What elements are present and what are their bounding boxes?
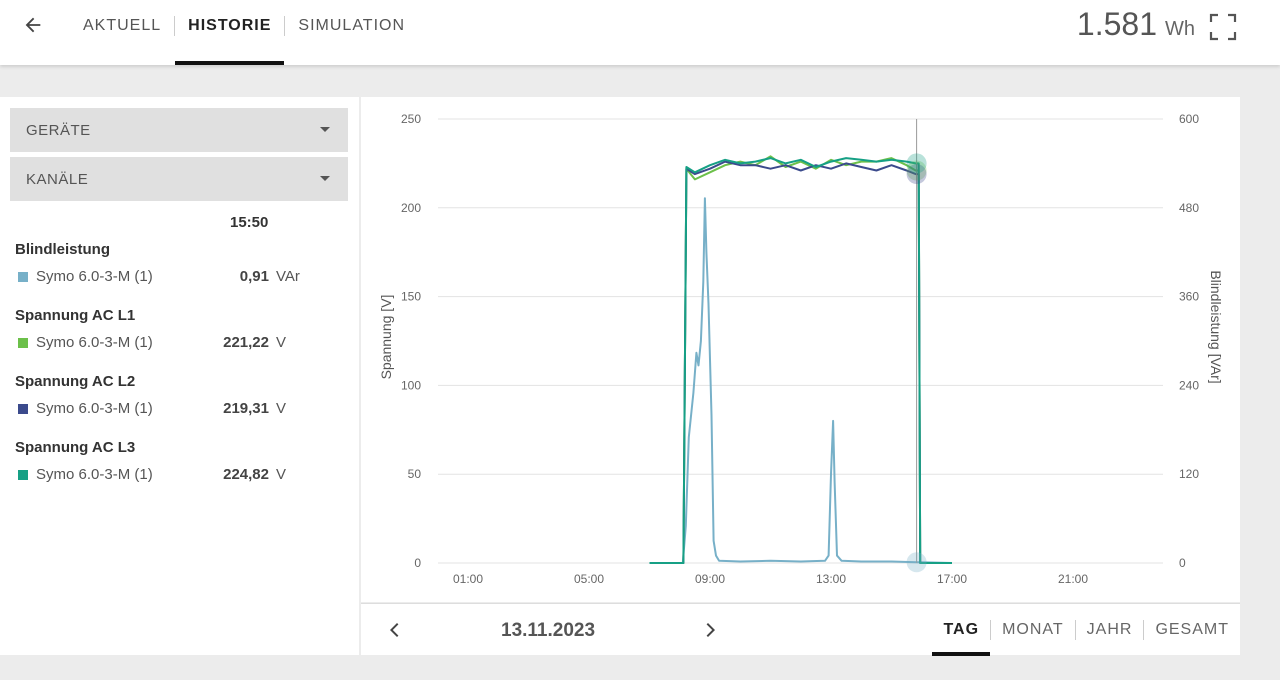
y2-tick-label: 120 [1179,467,1199,481]
channels-dropdown-label: KANÄLE [26,170,89,188]
legend-group-title: Spannung AC L3 [15,439,136,456]
x-tick-label: 17:00 [937,572,967,586]
legend-unit: V [276,466,287,483]
date-navigation-bar: 13.11.2023 TAG MONAT JAHR GESAMT [361,603,1240,656]
legend-item-l3: Symo 6.0-3-M (1) 224,82 V [18,465,338,485]
cursor-marker [906,552,927,573]
y-tick-label: 250 [401,112,421,126]
x-tick-label: 09:00 [695,572,725,586]
tab-tag[interactable]: TAG [932,604,990,656]
main-tabs: AKTUELL HISTORIE SIMULATION [70,0,418,65]
tab-jahr[interactable]: JAHR [1086,621,1133,638]
legend-value: 224,82 [223,466,269,483]
previous-date-button[interactable] [383,618,407,642]
chart-series [649,155,953,564]
y2-tick-label: 240 [1179,378,1199,392]
x-tick-label: 13:00 [816,572,846,586]
y-tick-label: 150 [401,290,421,304]
tab-divider [990,620,992,640]
tab-divider [1074,620,1076,640]
chart-cursor [906,119,927,573]
cursor-marker [906,164,927,185]
tab-divider [174,16,176,36]
tab-gesamt[interactable]: GESAMT [1155,621,1229,638]
legend-group-title: Spannung AC L2 [15,373,136,390]
devices-dropdown-label: GERÄTE [26,121,91,139]
y-axis-left-title: Spannung [V] [378,295,394,380]
arrow-left-icon [25,17,41,33]
legend-panel: GERÄTE KANÄLE 15:50 Blindleistung Symo 6… [0,97,359,655]
devices-dropdown[interactable]: GERÄTE [10,108,348,152]
legend-unit: VAr [276,268,300,285]
x-tick-label: 21:00 [1058,572,1088,586]
x-tick-label: 01:00 [453,572,483,586]
y-axis-right: 0 120 240 360 480 600 [1179,112,1199,570]
legend-item-blindleistung: Symo 6.0-3-M (1) 0,91 VAr [18,267,338,287]
tab-historie[interactable]: HISTORIE [175,0,285,65]
legend-time: 15:50 [230,214,269,231]
next-date-button[interactable] [698,618,722,642]
energy-unit: Wh [1165,18,1195,40]
legend-group-title: Spannung AC L1 [15,307,136,324]
fullscreen-icon [1209,13,1237,41]
energy-value: 1.581 [1076,6,1157,42]
legend-group-title: Blindleistung [15,241,110,258]
y2-tick-label: 360 [1179,290,1199,304]
back-button[interactable] [18,10,48,40]
caret-down-icon [320,176,330,181]
chart-grid [438,118,1163,564]
y2-tick-label: 600 [1179,112,1199,126]
legend-device: Symo 6.0-3-M (1) [36,268,153,285]
tab-aktuell[interactable]: AKTUELL [83,17,162,34]
series-line-blindleistung [649,197,953,564]
legend-swatch [18,404,28,414]
y-tick-label: 200 [401,201,421,215]
x-tick-label: 05:00 [574,572,604,586]
cursor-marker [906,153,927,174]
y-axis-left: 0 50 100 150 200 250 [401,112,421,570]
current-date[interactable]: 13.11.2023 [501,620,596,641]
top-bar: AKTUELL HISTORIE SIMULATION 1.581 Wh [0,0,1280,65]
y-tick-label: 0 [414,556,421,570]
y-axis-right-title: Blindleistung [VAr] [1208,270,1224,383]
range-tabs: TAG MONAT JAHR GESAMT [932,604,1240,656]
legend-swatch [18,272,28,282]
legend-unit: V [276,334,287,351]
tab-simulation[interactable]: SIMULATION [298,17,406,34]
fullscreen-button[interactable] [1208,12,1238,42]
energy-readout: 1.581 Wh [1077,6,1195,43]
legend-device: Symo 6.0-3-M (1) [36,466,153,483]
tab-divider [1143,620,1145,640]
legend-swatch [18,470,28,480]
legend-value: 221,22 [223,334,269,351]
caret-down-icon [320,127,330,132]
legend-unit: V [276,400,287,417]
legend-device: Symo 6.0-3-M (1) [36,334,153,351]
cursor-marker [906,160,927,181]
channels-dropdown[interactable]: KANÄLE [10,157,348,201]
tab-monat[interactable]: MONAT [1002,621,1064,638]
chevron-right-icon [706,623,715,637]
legend-value: 219,31 [223,400,269,417]
tab-divider [284,16,286,36]
series-line-spannung-ac-l1 [649,155,952,564]
legend-swatch [18,338,28,348]
y2-tick-label: 480 [1179,201,1199,215]
history-chart[interactable]: 0 50 100 150 200 250 0 120 240 360 480 600 01:00 05… [361,97,1240,602]
legend-item-l2: Symo 6.0-3-M (1) 219,31 V [18,399,338,419]
y2-tick-label: 0 [1179,556,1186,570]
y-tick-label: 50 [408,467,422,481]
legend-value: 0,91 [239,268,269,285]
chevron-left-icon [390,623,399,637]
y-tick-label: 100 [401,378,421,392]
x-axis: 01:00 05:00 09:00 13:00 17:00 21:00 [453,572,1088,586]
legend-item-l1: Symo 6.0-3-M (1) 221,22 V [18,333,338,353]
chart-panel: 0 50 100 150 200 250 0 120 240 360 480 600 01:00 05… [361,97,1240,602]
legend-device: Symo 6.0-3-M (1) [36,400,153,417]
